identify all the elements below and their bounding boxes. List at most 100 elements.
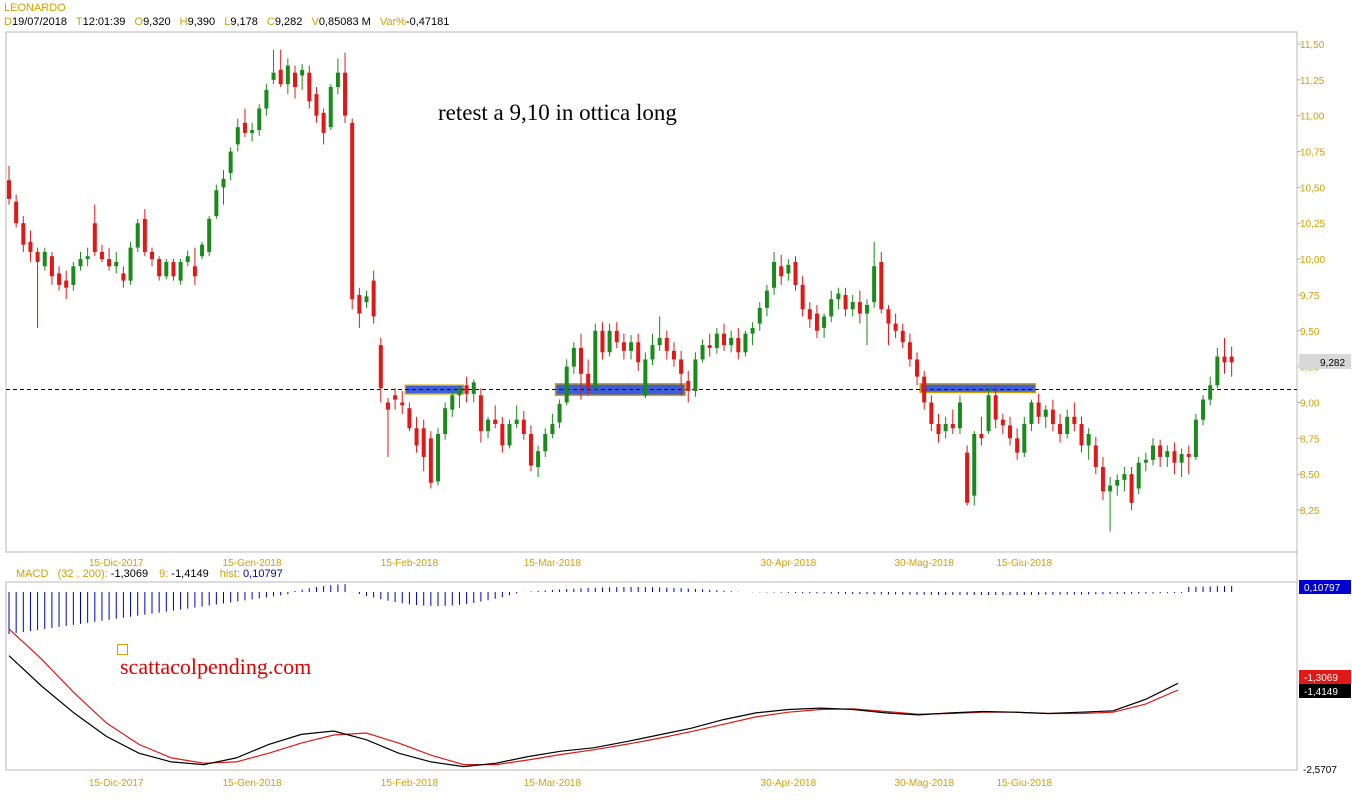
candle-body (557, 403, 562, 423)
candle-body (114, 261, 119, 267)
candle-body (679, 359, 684, 374)
candle-body (85, 256, 90, 260)
y-tick-label: 11,50 (1300, 40, 1325, 51)
candle-body (7, 180, 11, 199)
candle-body (979, 434, 984, 439)
ohlc-readout: D19/07/2018 T12:01:39 O9,320 H9,390 L9,1… (4, 16, 455, 28)
candle-body (750, 327, 755, 334)
candle-body (950, 423, 955, 429)
candle-body (400, 402, 405, 406)
ohlc-value: 0,85083 M (318, 16, 371, 28)
candle-body (507, 423, 512, 446)
candle-body (1065, 416, 1070, 435)
candle-body (865, 304, 869, 314)
candle-body (393, 395, 398, 400)
last-price-label: 9,282 (1320, 358, 1345, 369)
candle-body (600, 330, 605, 353)
candle-body (707, 345, 712, 348)
macd-title: MACD (16, 568, 49, 580)
x-tick-label: 15-Dic-2017 (89, 558, 144, 569)
ohlc-key: C (266, 16, 275, 28)
x-tick-label: 30-Mag-2018 (894, 778, 954, 789)
candle-body (1143, 459, 1148, 463)
candle-body (157, 259, 162, 277)
candle-body (743, 333, 748, 353)
y-tick-label: 9,50 (1300, 327, 1320, 338)
candle-body (671, 350, 676, 360)
candle-body (1179, 454, 1184, 463)
candle-body (235, 127, 240, 145)
candle-body (300, 69, 305, 76)
candle-body (49, 256, 54, 277)
candle-body (722, 333, 726, 346)
candle-body (621, 342, 626, 351)
candle-body (264, 89, 269, 109)
candle-body (1151, 445, 1155, 460)
candle-body (1050, 409, 1055, 424)
candle-body (521, 419, 526, 435)
y-tick-label: 8,25 (1300, 506, 1320, 517)
watermark: scattacolpending.com (120, 654, 312, 679)
candle-body (879, 261, 884, 310)
candle-body (350, 122, 355, 300)
candle-body (314, 94, 319, 116)
candle-body (107, 259, 112, 267)
candle-body (1029, 402, 1034, 424)
candle-body (664, 337, 669, 351)
candle-body (657, 337, 662, 346)
ohlc-key: H (179, 16, 188, 28)
macd-params: (32 , 200) (57, 568, 105, 580)
candle-body (42, 251, 47, 267)
candle-body (328, 87, 333, 128)
signal-value-label-box (1299, 670, 1351, 684)
candle-body (1108, 485, 1113, 492)
candle-body (228, 151, 233, 174)
candle-body (643, 359, 648, 396)
x-tick-label: 30-Apr-2018 (761, 778, 817, 789)
y-tick-label: 10,75 (1300, 148, 1325, 159)
hist-value-label: 0,10797 (1304, 583, 1341, 594)
candle-body (636, 342, 641, 363)
signal-value: -1,4149 (171, 568, 209, 580)
candle-body (142, 218, 147, 252)
ohlc-key: T (75, 16, 83, 28)
candle-body (800, 284, 805, 310)
ohlc-value: 9,282 (274, 16, 303, 28)
candle-body (1115, 479, 1120, 486)
ohlc-key: V (311, 16, 319, 28)
candle-body (285, 65, 290, 85)
ohlc-key: D (4, 16, 12, 28)
ohlc-key: Var% (379, 16, 406, 28)
candle-body (629, 342, 634, 351)
y-tick-label: 9,75 (1300, 291, 1320, 302)
candle-body (1222, 356, 1227, 363)
candle-body (757, 307, 762, 324)
macd-line (8, 655, 1179, 768)
candle-body (221, 178, 226, 188)
ohlc-value: 19/07/2018 (11, 16, 68, 28)
candle-body (71, 266, 76, 285)
candle-body (436, 434, 440, 482)
candle-body (943, 423, 948, 432)
candle-body (335, 72, 340, 88)
y-tick-label: 8,50 (1300, 470, 1320, 481)
candle-body (1122, 474, 1127, 480)
candle-body (972, 434, 977, 496)
x-tick-label: 30-Apr-2018 (761, 558, 817, 569)
candle-body (421, 428, 426, 457)
candle-body (729, 337, 734, 346)
date-axis-ticks: 15-Dic-2017 15-Gen-2018 15-Feb-2018 15-Mar-… (89, 558, 1053, 789)
trade-annotation: retest a 9,10 in ottica long (438, 100, 677, 125)
y-tick-label: 10,25 (1300, 219, 1325, 230)
ohlc-value: 9,390 (187, 16, 216, 28)
candle-body (736, 337, 741, 353)
candle-body (922, 376, 927, 403)
candle-body (1072, 416, 1077, 424)
candle-body (307, 72, 312, 102)
candle-body (471, 382, 476, 394)
x-tick-label: 15-Feb-2018 (381, 778, 439, 789)
x-tick-label: 15-Dic-2017 (89, 778, 144, 789)
candle-body (271, 72, 276, 80)
candle-body (593, 330, 598, 389)
candle-body (371, 280, 376, 317)
